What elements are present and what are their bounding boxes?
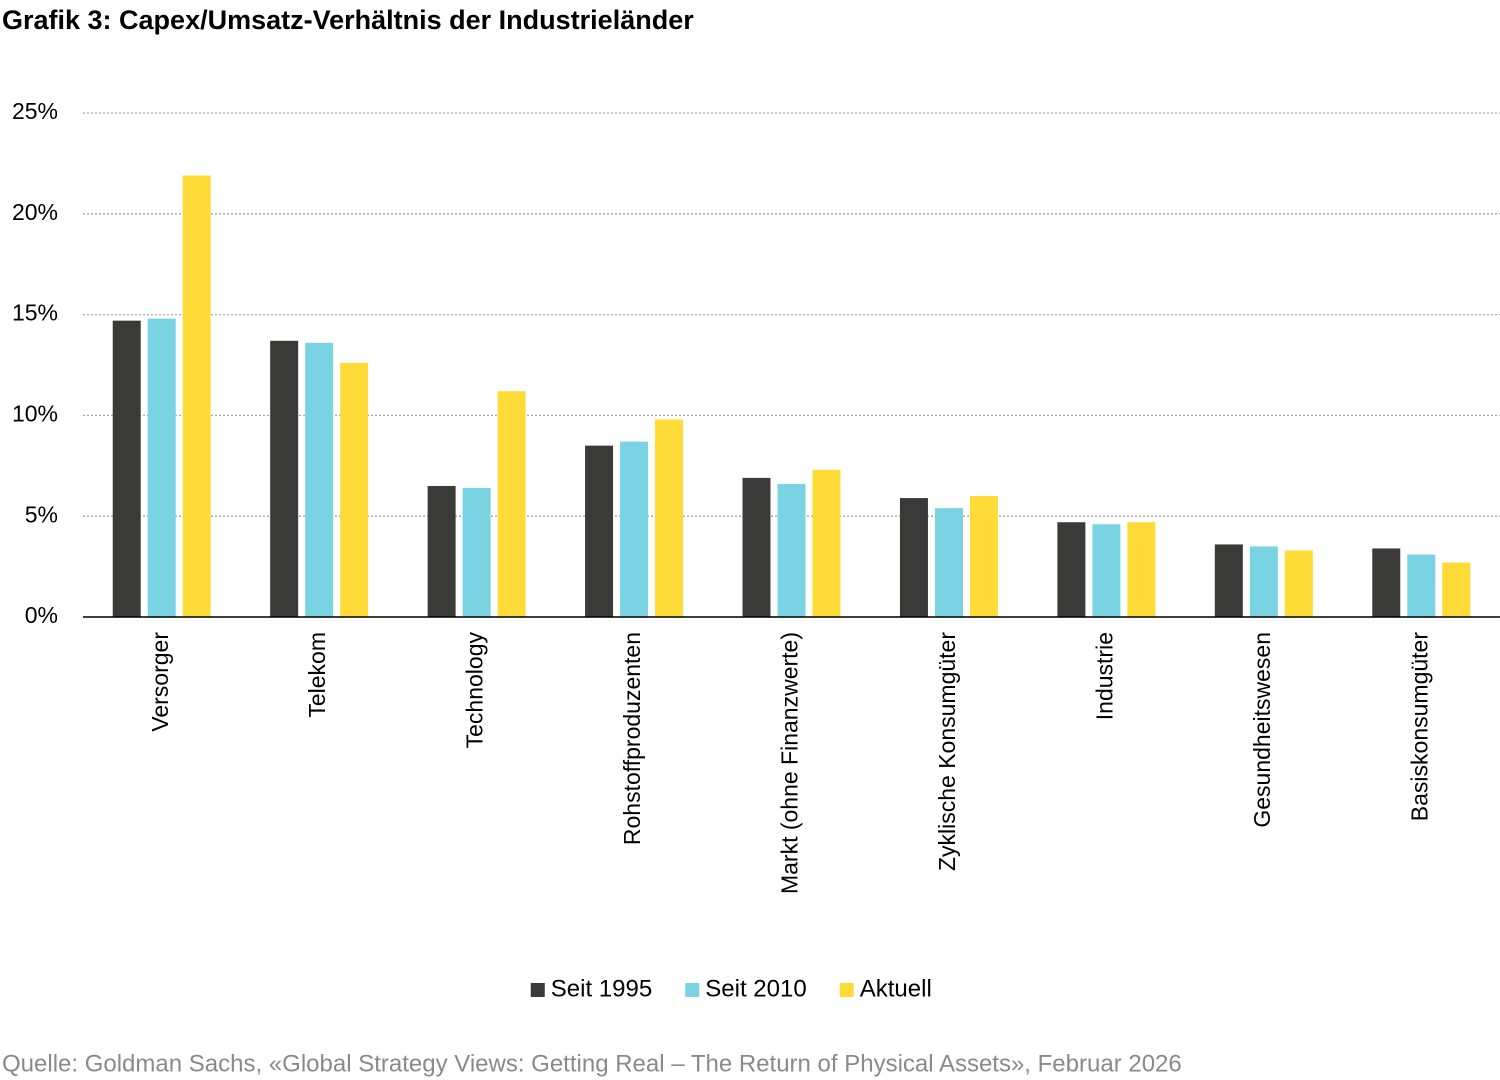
bar (1057, 522, 1086, 617)
bar (1284, 550, 1313, 617)
bar (969, 496, 998, 617)
bar (1442, 562, 1471, 617)
y-tick-label: 15% (12, 300, 58, 326)
source-note: Quelle: Goldman Sachs, «Global Strategy … (2, 1050, 1182, 1077)
bar (340, 362, 369, 617)
bar (1127, 522, 1156, 617)
bar (812, 469, 841, 617)
bar (1407, 554, 1436, 617)
chart-title: Grafik 3: Capex/Umsatz-Verhältnis der In… (2, 5, 694, 35)
x-tick-label: Telekom (304, 632, 330, 718)
bar (1372, 548, 1401, 617)
bar (742, 477, 771, 617)
x-tick-label: Gesundheitswesen (1249, 632, 1275, 828)
x-tick-label: Zyklische Konsumgüter (934, 632, 960, 871)
bar (497, 391, 526, 617)
x-tick-label: Markt (ohne Finanzwerte) (777, 632, 803, 894)
x-tick-label: Technology (462, 632, 488, 749)
legend-label: Seit 1995 (551, 975, 652, 1002)
x-tick-label: Industrie (1091, 632, 1117, 720)
bar (182, 175, 211, 617)
bar (427, 485, 456, 617)
y-tick-label: 5% (25, 501, 58, 527)
bar (112, 320, 141, 617)
x-tick-label: Basiskonsumgüter (1406, 632, 1432, 822)
bar (147, 318, 176, 617)
bar (1092, 524, 1121, 617)
legend-swatch (685, 983, 700, 997)
bar (462, 487, 491, 617)
bar (305, 342, 334, 617)
legend-swatch (839, 983, 854, 997)
legend-swatch (530, 983, 545, 997)
bar (655, 419, 684, 617)
y-tick-label: 0% (25, 602, 58, 628)
bar (934, 508, 963, 617)
y-tick-label: 20% (12, 199, 58, 225)
x-tick-label: Rohstoffproduzenten (619, 632, 645, 845)
x-tick-label: Versorger (147, 632, 173, 732)
bar (620, 441, 649, 617)
legend-label: Seit 2010 (705, 975, 806, 1002)
y-tick-label: 25% (12, 98, 58, 124)
legend-label: Aktuell (860, 975, 932, 1002)
bar (1214, 544, 1243, 617)
bar (1249, 546, 1278, 617)
bar (585, 445, 614, 617)
bar (270, 340, 299, 617)
bar (777, 483, 806, 617)
y-tick-label: 10% (12, 400, 58, 426)
bar (899, 498, 928, 617)
